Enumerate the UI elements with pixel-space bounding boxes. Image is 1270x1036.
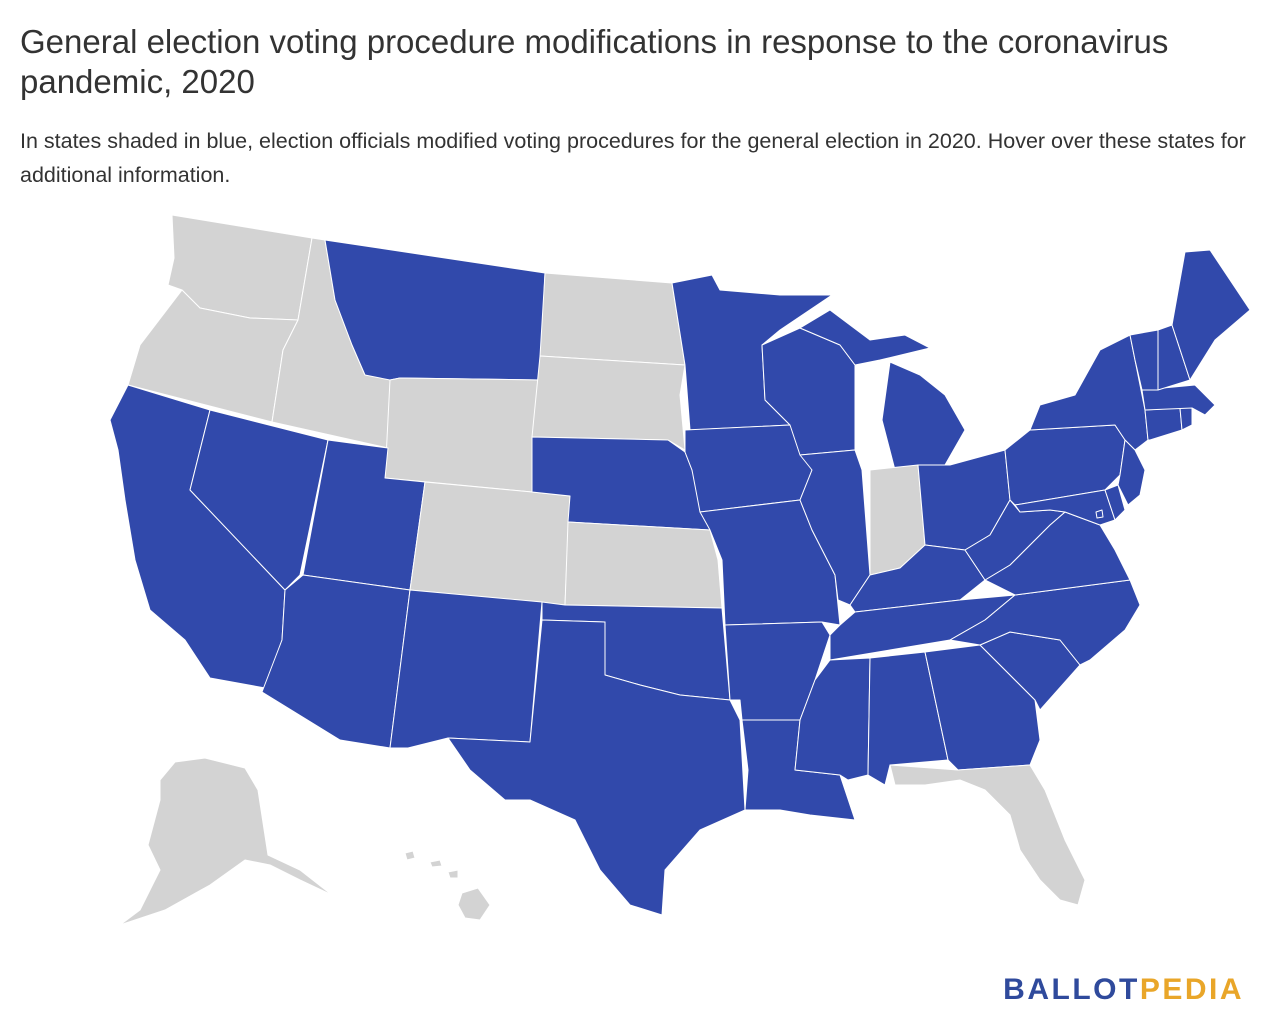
state-FL[interactable] [889, 764, 1086, 906]
state-IA[interactable] [684, 424, 813, 513]
state-AZ[interactable] [261, 574, 411, 749]
state-NJ[interactable] [1117, 439, 1146, 506]
state-MA[interactable] [1141, 384, 1216, 416]
state-NC[interactable] [949, 579, 1141, 666]
logo-ballot-text: BALLOT [1003, 973, 1140, 1006]
state-TX[interactable] [447, 619, 746, 916]
state-ME[interactable] [1171, 249, 1251, 381]
state-NV[interactable] [189, 409, 329, 591]
logo-pedia-text: PEDIA [1139, 973, 1244, 1006]
state-KS[interactable] [564, 521, 723, 609]
state-RI[interactable] [1179, 407, 1193, 431]
map-subtitle: In states shaded in blue, election offic… [20, 129, 1246, 187]
state-NY[interactable] [1029, 334, 1149, 451]
state-ND[interactable] [539, 272, 686, 366]
state-MT[interactable] [324, 239, 546, 381]
state-DE[interactable] [1104, 484, 1126, 521]
ballotpedia-logo[interactable]: BALLOTPEDIA [1003, 974, 1244, 1006]
state-SD[interactable] [531, 355, 686, 451]
state-IL[interactable] [799, 449, 871, 606]
us-states-map [109, 214, 1251, 926]
state-DC[interactable] [1095, 509, 1104, 519]
state-WY[interactable] [384, 377, 541, 493]
state-WV[interactable] [964, 499, 1066, 581]
state-CO[interactable] [409, 481, 571, 606]
state-NM[interactable] [389, 589, 543, 749]
state-CT[interactable] [1144, 407, 1183, 441]
map-title: General election voting procedure modifi… [20, 23, 1169, 100]
state-MI-LP[interactable] [881, 361, 966, 471]
state-VT[interactable] [1129, 329, 1159, 391]
state-MI-UP[interactable] [799, 309, 931, 366]
state-HI[interactable] [404, 850, 491, 921]
state-AK[interactable] [119, 757, 333, 926]
state-MN[interactable] [671, 274, 833, 431]
